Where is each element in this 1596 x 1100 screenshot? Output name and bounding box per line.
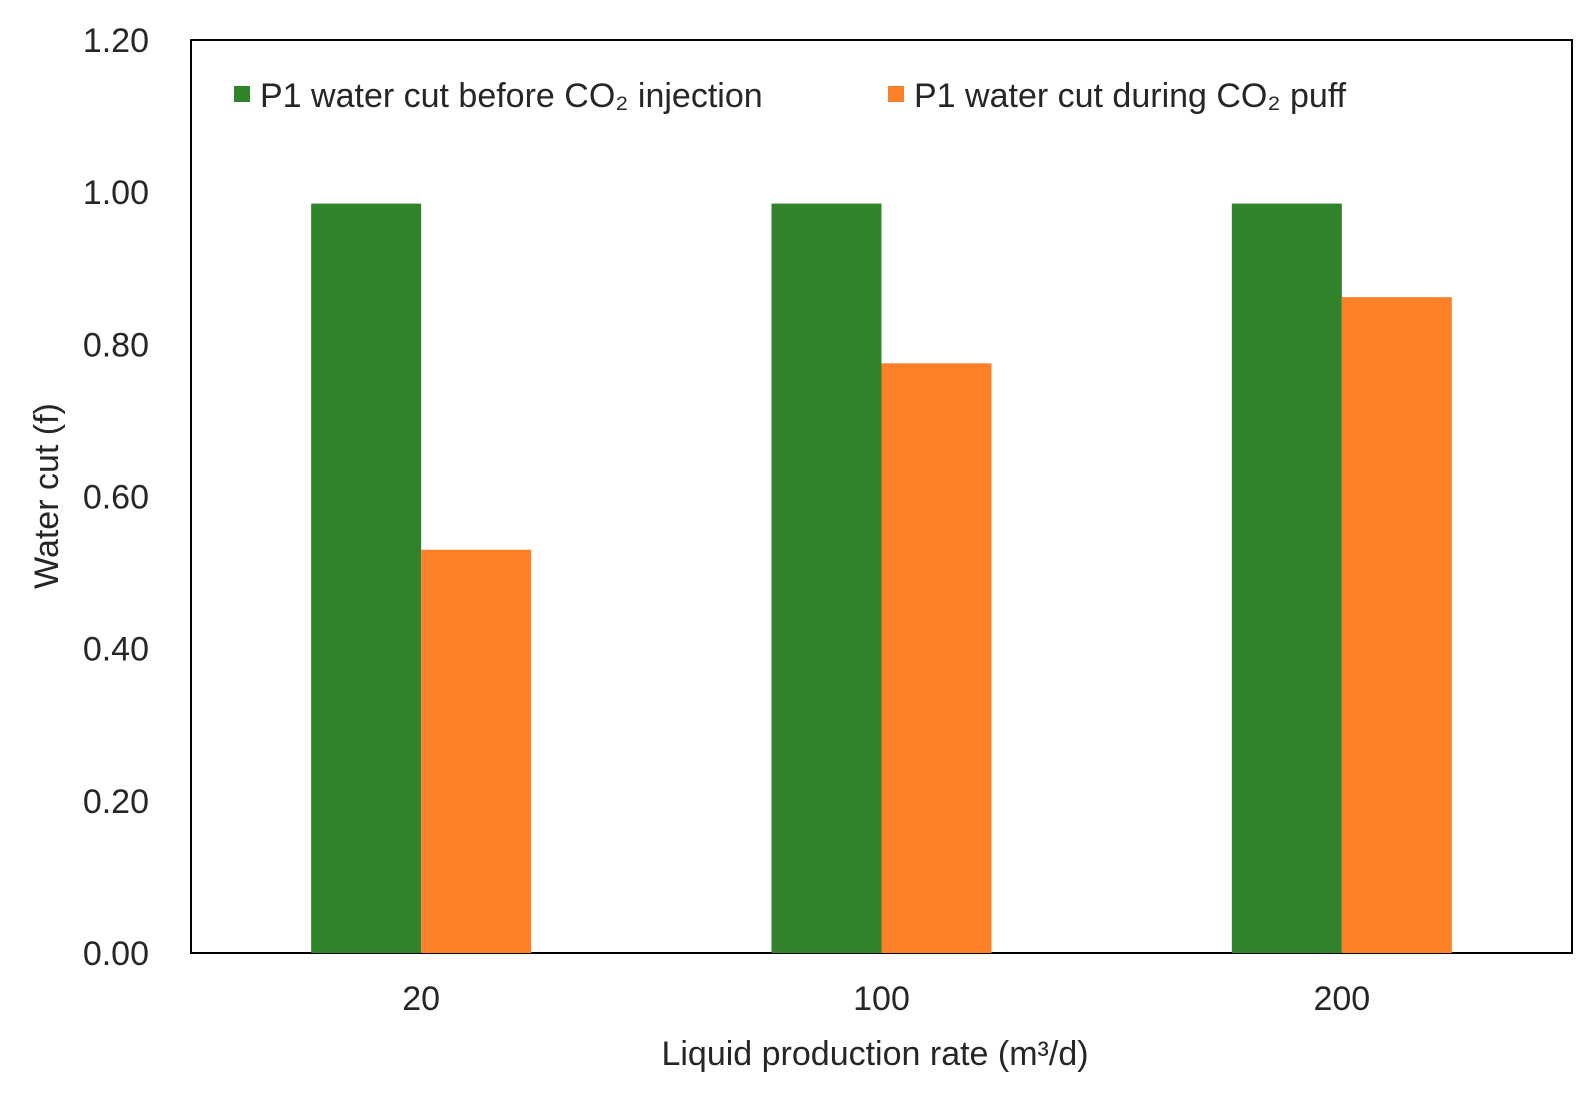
legend-label-during-puff: P1 water cut during CO₂ puff	[914, 77, 1347, 115]
legend-swatch-during-puff	[888, 86, 904, 102]
y-axis-title: Water cut (f)	[28, 403, 66, 589]
y-tick-label: 0.40	[83, 631, 149, 669]
bar-during-puff-100	[881, 363, 992, 954]
y-tick-label: 1.00	[83, 174, 149, 212]
legend: P1 water cut before CO₂ injection P1 wat…	[234, 77, 1347, 115]
bars	[311, 203, 1452, 954]
x-axis-title: Liquid production rate (m³/d)	[661, 1035, 1088, 1073]
bar-during-puff-20	[421, 549, 532, 953]
y-tick-label: 0.80	[83, 326, 149, 364]
x-axis-ticks: 20 100 200	[402, 980, 1370, 1018]
bar-before-injection-20	[311, 203, 422, 953]
x-tick-label: 200	[1313, 980, 1370, 1018]
y-axis-ticks: 0.00 0.20 0.40 0.60 0.80 1.00 1.20	[83, 22, 149, 973]
y-tick-label: 0.00	[83, 935, 149, 973]
bar-before-injection-100	[771, 203, 882, 953]
y-tick-label: 0.20	[83, 783, 149, 821]
legend-label-before-injection: P1 water cut before CO₂ injection	[260, 77, 763, 115]
bar-during-puff-200	[1341, 297, 1452, 954]
bar-before-injection-200	[1231, 203, 1342, 953]
x-tick-label: 20	[402, 980, 440, 1018]
legend-swatch-before-injection	[234, 86, 250, 102]
y-tick-label: 1.20	[83, 22, 149, 60]
x-tick-label: 100	[853, 980, 910, 1018]
y-tick-label: 0.60	[83, 479, 149, 517]
